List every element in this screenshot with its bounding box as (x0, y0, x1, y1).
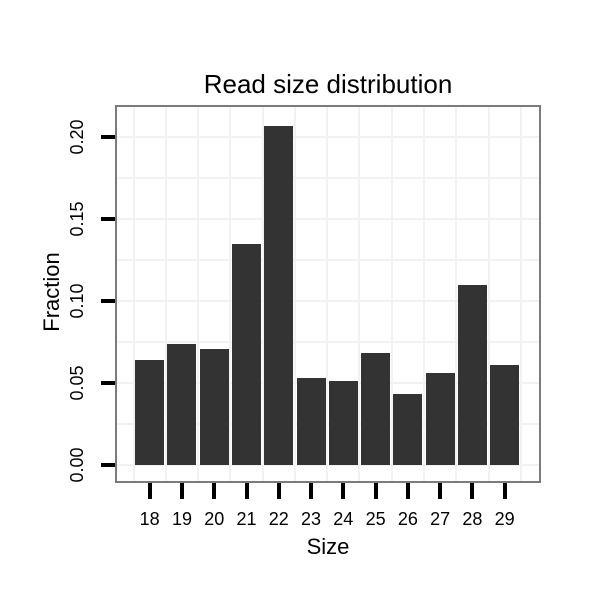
x-tick-label: 29 (494, 509, 515, 529)
x-tick-label: 21 (236, 509, 257, 529)
x-tick (244, 483, 249, 499)
chart-title: Read size distribution (203, 69, 453, 99)
y-tick (101, 299, 115, 303)
bar-27 (425, 373, 455, 465)
gridline-vertical (132, 107, 135, 481)
x-tick-label: 24 (333, 509, 354, 529)
x-tick (179, 483, 184, 499)
x-tick-label: 23 (301, 509, 322, 529)
gridline-vertical (422, 107, 425, 481)
x-tick-label: 20 (204, 509, 225, 529)
x-tick (212, 483, 217, 499)
bar-26 (393, 394, 423, 465)
gridline-vertical (261, 107, 264, 481)
y-tick (101, 217, 115, 221)
gridline-vertical (358, 107, 361, 481)
y-tick (101, 381, 115, 385)
x-tick-label: 28 (462, 509, 483, 529)
gridline-vertical (164, 107, 167, 481)
y-tick (101, 135, 115, 139)
bar-20 (199, 348, 229, 465)
gridline-vertical (519, 107, 522, 481)
bar-21 (232, 243, 261, 465)
y-tick-label: 0.20 (67, 119, 87, 155)
y-tick-label: 0.15 (67, 201, 87, 237)
y-tick (101, 463, 115, 467)
x-tick (405, 483, 410, 499)
x-tick (341, 483, 346, 499)
x-tick-label: 22 (268, 509, 289, 529)
gridline-vertical (293, 107, 296, 481)
x-tick (373, 483, 378, 499)
y-axis-label: Fraction (39, 252, 64, 332)
gridline-vertical (390, 107, 393, 481)
y-tick-label: 0.05 (67, 365, 87, 401)
x-tick-label: 27 (430, 509, 451, 529)
x-tick-label: 18 (139, 509, 160, 529)
plot-area (117, 107, 539, 481)
bar-24 (328, 381, 358, 465)
bar-28 (457, 284, 487, 465)
x-tick-label: 25 (365, 509, 386, 529)
x-tick (276, 483, 281, 499)
x-tick (502, 483, 507, 499)
gridline-vertical (455, 107, 458, 481)
gridline-vertical (487, 107, 490, 481)
x-axis-label: Size (306, 534, 350, 559)
x-tick (438, 483, 443, 499)
x-tick (309, 483, 314, 499)
bar-19 (167, 343, 197, 465)
gridline-vertical (229, 107, 232, 481)
x-tick (470, 483, 475, 499)
x-tick (147, 483, 152, 499)
x-tick-label: 19 (171, 509, 192, 529)
bar-29 (490, 364, 520, 465)
bar-25 (361, 353, 391, 465)
bar-18 (135, 360, 165, 465)
bar-22 (264, 125, 294, 465)
gridline-vertical (197, 107, 200, 481)
gridline-vertical (326, 107, 329, 481)
y-tick-label: 0.10 (67, 283, 87, 319)
bar-23 (296, 378, 326, 465)
x-tick-label: 26 (397, 509, 418, 529)
y-tick-label: 0.00 (67, 447, 87, 483)
